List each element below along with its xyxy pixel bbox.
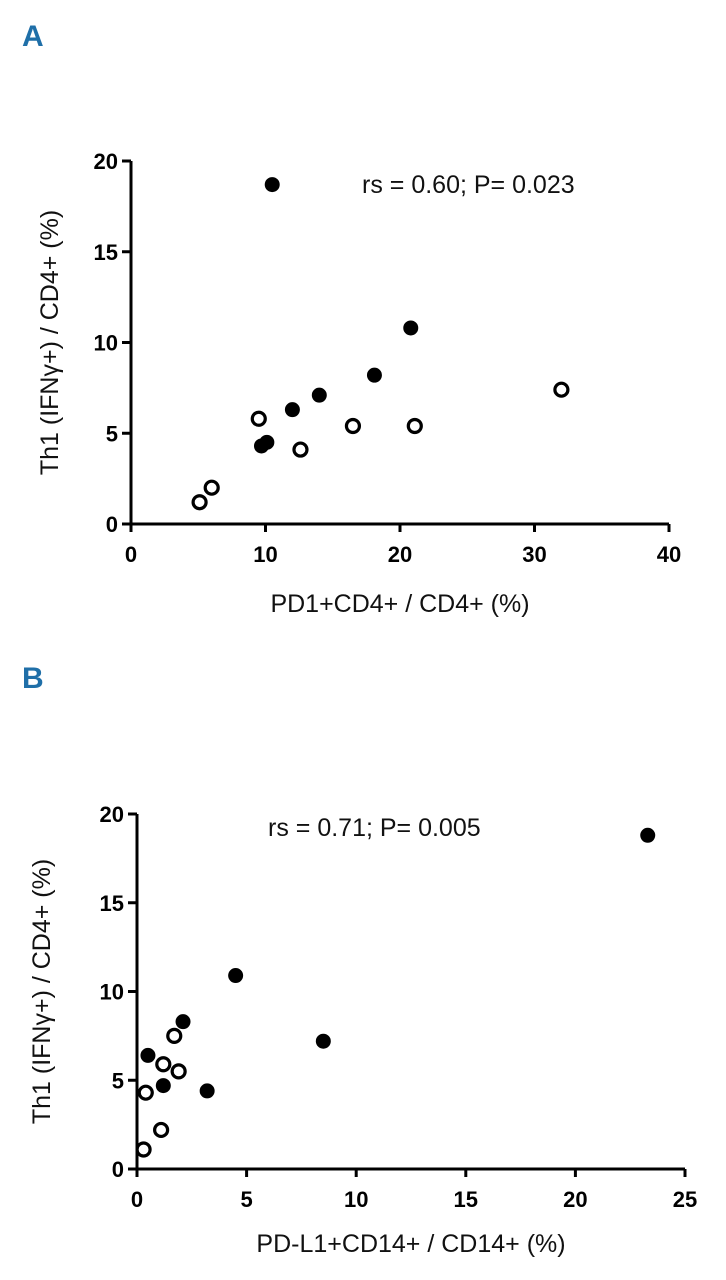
y-axis-title: Th1 (IFNγ+) / CD4+ (%) — [36, 210, 64, 475]
y-tick-label: 20 — [94, 149, 118, 174]
data-point-open — [170, 1063, 187, 1080]
y-tick-label: 15 — [94, 240, 118, 265]
y-tick-label: 20 — [100, 802, 124, 827]
panel-letter: A — [22, 20, 44, 53]
correlation-annotation: rs = 0.60; P= 0.023 — [362, 171, 575, 199]
data-point-open — [203, 479, 220, 496]
x-tick-label: 0 — [131, 1187, 143, 1212]
x-tick-label: 20 — [563, 1187, 587, 1212]
data-point-open — [250, 410, 267, 427]
y-tick-label: 5 — [106, 421, 118, 446]
data-point-filled — [311, 387, 327, 403]
x-axis-title: PD-L1+CD14+ / CD14+ (%) — [256, 1230, 565, 1258]
data-point-filled — [199, 1083, 215, 1099]
x-tick-label: 15 — [454, 1187, 478, 1212]
chart-panel-b: B 0 5 10 15 20 25 0 5 10 15 20 PD-L1+CD14+ / CD14+ (… — [22, 662, 697, 1258]
data-point-open — [155, 1056, 172, 1073]
y-tick-label: 10 — [100, 980, 124, 1005]
data-point-filled — [640, 827, 656, 843]
data-point-filled — [175, 1014, 191, 1030]
y-tick-label: 10 — [94, 331, 118, 356]
data-point-filled — [140, 1047, 156, 1063]
y-tick-label: 5 — [112, 1068, 124, 1093]
chart-panel-a: A 0 10 20 30 40 0 5 10 15 20 PD1+CD4+ / CD4+ (%) Th1… — [22, 20, 681, 618]
data-point-filled — [366, 367, 382, 383]
data-point-open — [191, 494, 208, 511]
data-point-open — [292, 441, 309, 458]
y-axis-title: Th1 (IFNγ+) / CD4+ (%) — [28, 859, 56, 1124]
data-point-open — [406, 417, 423, 435]
data-point-filled — [253, 438, 269, 454]
x-tick-label: 20 — [388, 542, 412, 567]
data-point-open — [137, 1084, 154, 1101]
data-point-open — [166, 1027, 183, 1044]
data-point-filled — [155, 1078, 171, 1094]
data-point-filled — [403, 320, 419, 336]
y-tick-label: 15 — [100, 891, 124, 916]
x-tick-label: 10 — [253, 542, 277, 567]
data-point-filled — [228, 968, 244, 984]
correlation-annotation: rs = 0.71; P= 0.005 — [268, 814, 481, 842]
data-point-filled — [264, 177, 280, 193]
data-point-open — [553, 381, 570, 398]
panel-letter: B — [22, 662, 44, 695]
x-tick-label: 30 — [522, 542, 546, 567]
data-point-filled — [315, 1033, 331, 1049]
y-tick-label: 0 — [112, 1157, 124, 1182]
data-point-filled — [284, 402, 300, 418]
x-tick-label: 0 — [125, 542, 137, 567]
x-tick-label: 10 — [344, 1187, 368, 1212]
data-point-open — [344, 417, 362, 435]
x-tick-label: 5 — [240, 1187, 252, 1212]
y-tick-label: 0 — [106, 512, 118, 537]
x-tick-label: 40 — [657, 542, 681, 567]
x-tick-label: 25 — [673, 1187, 697, 1212]
data-point-open — [135, 1141, 152, 1158]
x-axis-title: PD1+CD4+ / CD4+ (%) — [270, 590, 529, 618]
data-point-open — [153, 1121, 170, 1139]
